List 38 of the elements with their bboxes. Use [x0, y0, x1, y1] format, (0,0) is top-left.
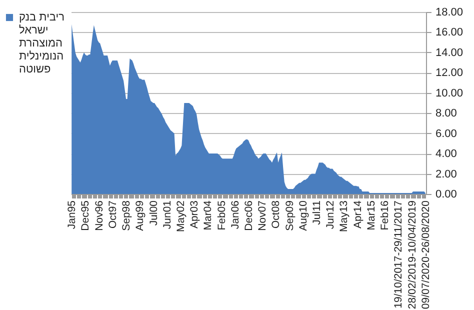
- x-tick-label: Jul11: [311, 200, 324, 225]
- y-tick-label: 6.00: [436, 128, 457, 140]
- y-tick-label: 0.00: [436, 188, 457, 200]
- y-tick-label: 16.00: [436, 26, 464, 39]
- x-tick-label: Sep98: [120, 200, 133, 231]
- x-tick-label: May13: [338, 200, 350, 232]
- x-tick-label: Dec95: [80, 200, 92, 231]
- x-tick-label: Feb05: [216, 200, 228, 230]
- x-tick-label: Nov96: [93, 200, 106, 231]
- y-tick-label: 2.00: [436, 168, 457, 180]
- y-tick-label: 14.00: [436, 46, 464, 59]
- y-tick-label: 18.00: [436, 6, 464, 18]
- x-tick-label: Sep09: [284, 200, 296, 231]
- x-tick-label: Jun01: [161, 200, 174, 230]
- x-tick-label: 28/02/2019-10/04/2019: [406, 200, 418, 310]
- x-tick-label: Nov07: [256, 200, 269, 231]
- y-tick-label: 4.00: [436, 148, 457, 160]
- x-tick-label: Aug10: [297, 200, 310, 231]
- y-tick-label: 10.00: [436, 87, 464, 100]
- x-tick-label: Aug99: [134, 200, 146, 231]
- x-tick-label: Jun12: [324, 200, 337, 230]
- y-tick-label: 12.00: [436, 67, 464, 80]
- x-tick-label: Feb16: [379, 200, 392, 230]
- x-tick-label: Jan06: [229, 200, 242, 230]
- x-tick-label: Jul00: [148, 200, 160, 226]
- x-tick-label: Mar15: [365, 200, 378, 230]
- x-tick-label: May02: [174, 200, 187, 232]
- x-tick-label: Oct97: [106, 200, 119, 229]
- x-tick-label: Oct08: [270, 200, 282, 229]
- x-tick-label: 09/07/2020-26/08/2020: [420, 200, 432, 310]
- y-tick-label: 8.00: [436, 108, 457, 120]
- x-tick-label: 19/10/2017-29/11/2017: [392, 200, 405, 308]
- x-tick-label: Jan95: [66, 200, 78, 230]
- x-tick-label: Apr14: [352, 200, 364, 229]
- legend-label: ריבית בנק ישראל המוצהרת הנומינלית פשוטה: [19, 12, 65, 76]
- x-tick-label: Mar04: [202, 200, 214, 230]
- x-tick-label: Apr03: [188, 200, 201, 229]
- x-tick-label: Dec06: [243, 200, 255, 231]
